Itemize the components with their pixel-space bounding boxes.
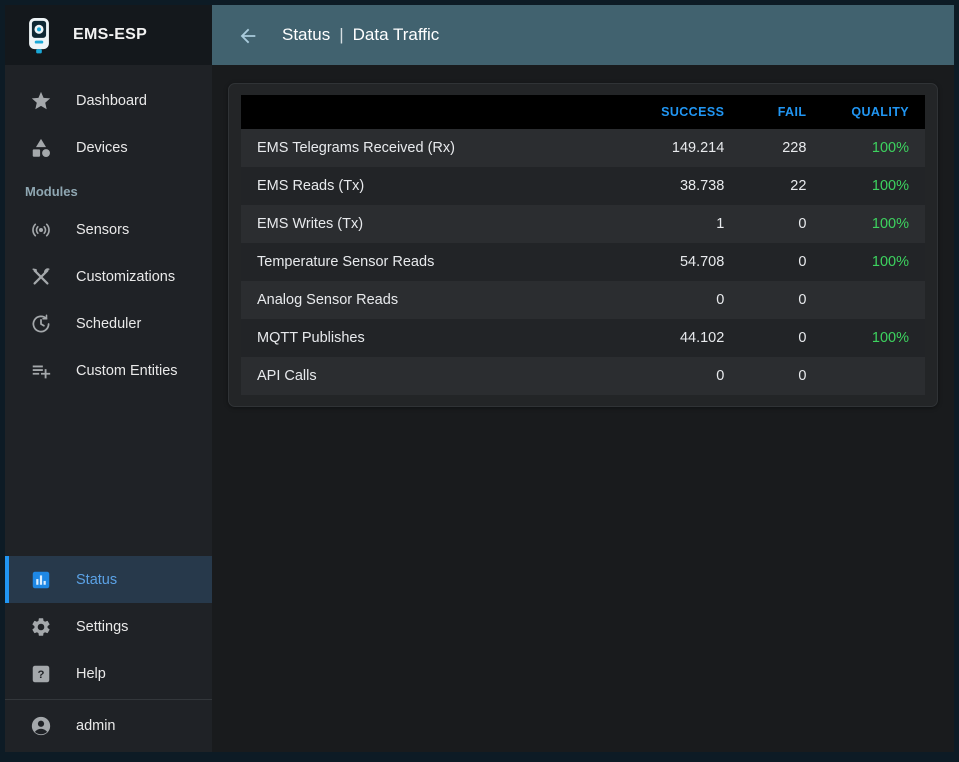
sidebar-item-label: Scheduler <box>76 315 142 332</box>
row-name: EMS Writes (Tx) <box>257 216 364 232</box>
row-quality: 100% <box>871 330 909 346</box>
sidebar-item-label: Custom Entities <box>76 362 178 379</box>
table-row: API Calls 0 0 <box>241 357 925 395</box>
sidebar-item-dashboard[interactable]: Dashboard <box>5 77 212 124</box>
tools-icon <box>30 266 52 288</box>
sidebar-brand: EMS-ESP <box>5 5 212 65</box>
sidebar: Dashboard Devices Modules Sensors <box>5 65 212 752</box>
table-row: EMS Writes (Tx) 1 0 100% <box>241 205 925 243</box>
table-row: MQTT Publishes 44.102 0 100% <box>241 319 925 357</box>
header-quality: QUALITY <box>822 95 925 129</box>
bar-chart-icon <box>30 569 52 591</box>
sidebar-item-label: Status <box>76 571 118 588</box>
sidebar-item-label: Sensors <box>76 221 130 238</box>
sidebar-item-settings[interactable]: Settings <box>5 603 212 650</box>
table-row: Temperature Sensor Reads 54.708 0 100% <box>241 243 925 281</box>
arrow-back-icon <box>237 24 259 46</box>
sidebar-item-admin[interactable]: admin <box>5 700 212 752</box>
emsesp-logo-icon <box>19 13 59 57</box>
main-content: SUCCESS FAIL QUALITY EMS Telegrams Recei… <box>212 65 954 752</box>
table-header-row: SUCCESS FAIL QUALITY <box>241 95 925 129</box>
sidebar-section-modules: Modules <box>25 184 78 199</box>
header-name <box>241 95 625 129</box>
row-fail: 0 <box>798 254 807 270</box>
sidebar-spacer <box>5 394 212 556</box>
row-fail: 0 <box>798 330 807 346</box>
row-success: 0 <box>716 292 725 308</box>
app-title: EMS-ESP <box>73 26 148 43</box>
sidebar-item-scheduler[interactable]: Scheduler <box>5 300 212 347</box>
row-name: MQTT Publishes <box>257 330 365 346</box>
sensors-icon <box>30 219 52 241</box>
sidebar-item-custom-entities[interactable]: Custom Entities <box>5 347 212 394</box>
row-name: Temperature Sensor Reads <box>257 254 435 270</box>
playlist-add-icon <box>30 360 52 382</box>
page-title: Status | Data Traffic <box>282 25 439 45</box>
page-title-section: Status <box>282 25 331 44</box>
row-fail: 228 <box>782 140 807 156</box>
category-icon <box>30 137 52 159</box>
sidebar-item-label: Devices <box>76 139 128 156</box>
user-icon <box>30 715 52 737</box>
row-success: 149.214 <box>671 140 725 156</box>
gear-icon <box>30 616 52 638</box>
header-success: SUCCESS <box>624 95 741 129</box>
table-row: Analog Sensor Reads 0 0 <box>241 281 925 319</box>
row-success: 38.738 <box>679 178 725 194</box>
row-quality: 100% <box>871 216 909 232</box>
table-row: EMS Telegrams Received (Rx) 149.214 228 … <box>241 129 925 167</box>
row-quality: 100% <box>871 140 909 156</box>
row-name: Analog Sensor Reads <box>257 292 399 308</box>
row-success: 0 <box>716 368 725 384</box>
sidebar-item-devices[interactable]: Devices <box>5 124 212 171</box>
sidebar-item-label: admin <box>76 718 116 734</box>
sidebar-item-customizations[interactable]: Customizations <box>5 253 212 300</box>
clock-icon <box>30 313 52 335</box>
row-success: 44.102 <box>679 330 725 346</box>
sidebar-item-sensors[interactable]: Sensors <box>5 206 212 253</box>
data-traffic-table: SUCCESS FAIL QUALITY EMS Telegrams Recei… <box>241 95 925 395</box>
sidebar-item-help[interactable]: ? Help <box>5 650 212 697</box>
row-name: EMS Reads (Tx) <box>257 178 365 194</box>
sidebar-item-label: Dashboard <box>76 92 147 109</box>
sidebar-item-label: Settings <box>76 618 129 635</box>
row-name: API Calls <box>257 368 317 384</box>
page-title-separator: | <box>339 25 344 44</box>
row-quality: 100% <box>871 254 909 270</box>
row-quality <box>822 281 925 319</box>
header-fail: FAIL <box>740 95 823 129</box>
row-fail: 0 <box>798 216 807 232</box>
data-traffic-card: SUCCESS FAIL QUALITY EMS Telegrams Recei… <box>228 83 938 407</box>
table-row: EMS Reads (Tx) 38.738 22 100% <box>241 167 925 205</box>
row-fail: 0 <box>798 292 807 308</box>
page-title-page: Data Traffic <box>352 25 440 44</box>
sidebar-item-status[interactable]: Status <box>5 556 212 603</box>
sidebar-item-label: Customizations <box>76 268 176 285</box>
svg-text:?: ? <box>38 669 45 681</box>
row-success: 54.708 <box>679 254 725 270</box>
row-quality <box>822 357 925 395</box>
back-button[interactable] <box>234 21 262 49</box>
top-appbar: Status | Data Traffic <box>212 5 954 65</box>
emsesp-app: EMS-ESP Status | Data Traffic Dashboard … <box>5 5 954 752</box>
sidebar-item-label: Help <box>76 665 106 682</box>
row-quality: 100% <box>871 178 909 194</box>
help-icon: ? <box>30 663 52 685</box>
star-icon <box>30 90 52 112</box>
row-fail: 22 <box>790 178 807 194</box>
sidebar-divider <box>5 699 212 700</box>
row-fail: 0 <box>798 368 807 384</box>
row-success: 1 <box>716 216 725 232</box>
row-name: EMS Telegrams Received (Rx) <box>257 140 455 156</box>
